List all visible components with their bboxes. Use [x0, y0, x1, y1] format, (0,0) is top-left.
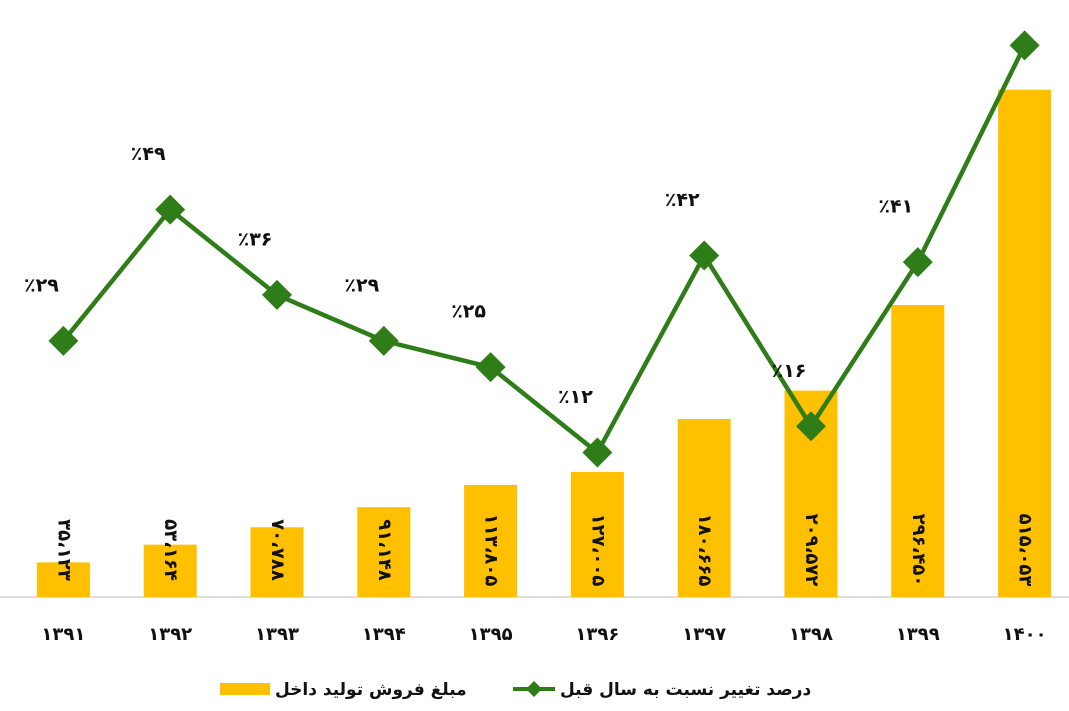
- marker: [1009, 30, 1040, 61]
- bar-value-label: ۵۳،۱۶۴: [160, 519, 181, 581]
- line-value-label: ٪۱۶: [772, 360, 807, 382]
- line-value-label: ٪۲۹: [344, 274, 379, 296]
- x-tick-label: ۱۴۰۰: [1003, 624, 1047, 645]
- line-value-label: ٪۴۲: [665, 189, 700, 211]
- bar: [998, 89, 1052, 598]
- bar: [570, 471, 624, 597]
- bar-value-label: ۲۰۹،۵۷۲: [801, 514, 822, 587]
- legend-swatch: [526, 681, 542, 697]
- line-value-label: ٪۴۱: [878, 196, 913, 218]
- x-tick-label: ۱۳۹۶: [575, 624, 619, 645]
- marker: [475, 352, 506, 383]
- bar-value-label: ۱۸۰،۶۶۵: [694, 514, 715, 587]
- line-value-label: ٪۴۹: [131, 143, 166, 165]
- line-value-label: ٪۷۴: [985, 0, 1020, 1]
- line-value-label: ٪۱۲: [558, 386, 593, 408]
- line-value-label: ٪۳۶: [238, 228, 273, 250]
- marker: [689, 240, 720, 271]
- legend-swatch: [220, 683, 270, 695]
- bar: [250, 527, 304, 597]
- x-tick-label: ۱۳۹۱: [41, 624, 85, 645]
- marker: [902, 247, 933, 278]
- legend-label: درصد تغییر نسبت به سال قبل: [560, 680, 811, 700]
- bar: [36, 562, 90, 597]
- marker: [368, 325, 399, 356]
- bar: [357, 507, 411, 597]
- x-tick-label: ۱۳۹۲: [148, 624, 192, 645]
- legend-label: مبلغ فروش تولید داخل: [275, 680, 467, 700]
- bar-value-label: ۵۱۵،۰۵۳: [1015, 514, 1036, 587]
- bar: [464, 484, 518, 597]
- bar-value-label: ۳۵،۱۲۳: [53, 519, 74, 581]
- bar: [677, 419, 731, 597]
- marker: [262, 279, 292, 310]
- x-tick-label: ۱۳۹۸: [789, 624, 833, 645]
- bar: [143, 544, 197, 597]
- x-tick-label: ۱۳۹۹: [896, 624, 940, 645]
- line-value-label: ٪۲۵: [451, 301, 486, 323]
- line: [61, 44, 1027, 456]
- x-tick-label: ۱۳۹۵: [469, 624, 513, 645]
- bar: [891, 304, 945, 597]
- marker: [155, 194, 186, 225]
- marker: [796, 411, 826, 442]
- bar-value-label: ۷۰،۷۸۸: [267, 519, 288, 581]
- x-tick-label: ۱۳۹۴: [362, 624, 406, 645]
- x-tick-label: ۱۳۹۷: [682, 624, 726, 645]
- marker: [582, 437, 613, 468]
- bar-value-label: ۲۹۶،۴۵۰: [908, 514, 929, 587]
- bar-value-label: ۱۱۳،۸۰۵: [481, 514, 502, 587]
- line-value-label: ٪۲۹: [24, 274, 59, 296]
- marker: [48, 325, 79, 356]
- x-tick-label: ۱۳۹۳: [255, 624, 299, 645]
- bar-value-label: ۱۲۷،۰۰۵: [587, 514, 608, 587]
- bar-value-label: ۹۱،۱۴۸: [374, 519, 395, 581]
